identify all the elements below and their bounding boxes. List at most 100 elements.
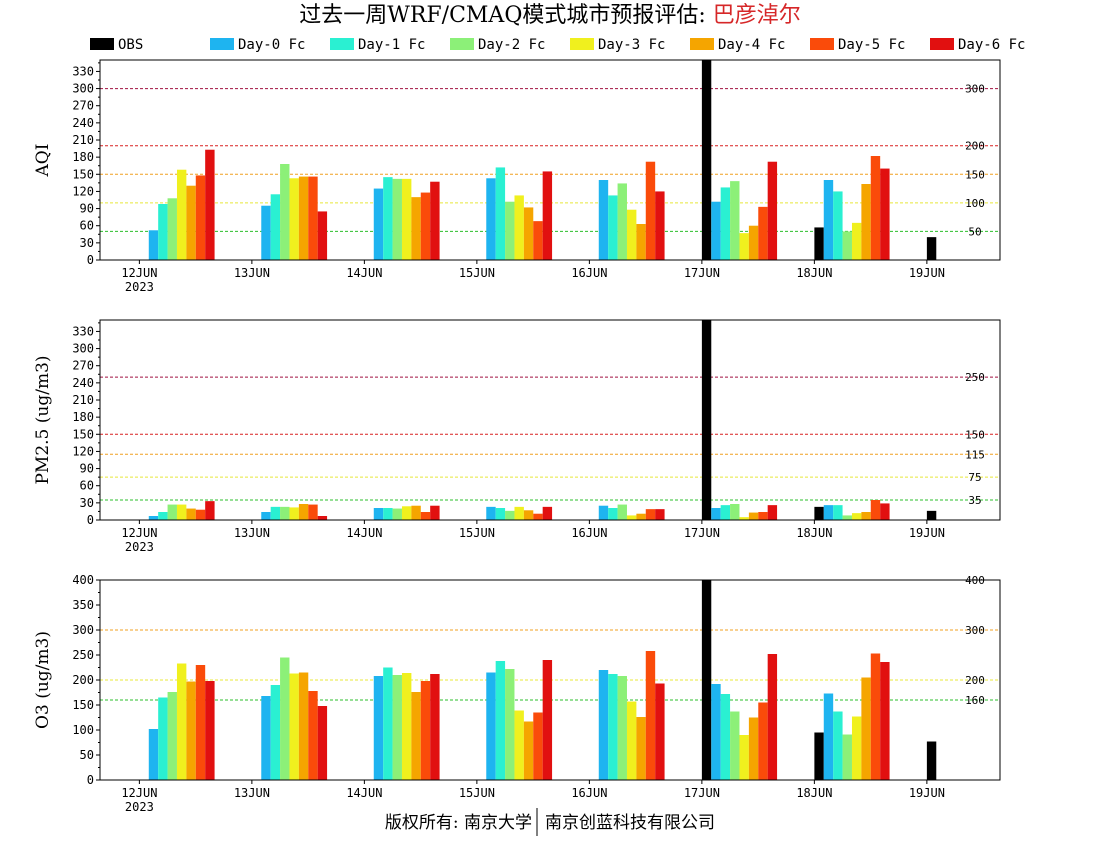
y-tick-label: 300 bbox=[72, 342, 94, 356]
bar-day-6-fc-18jun bbox=[880, 662, 890, 780]
y-tick-label: 210 bbox=[72, 393, 94, 407]
bar-day-2-fc-16jun bbox=[617, 504, 627, 520]
footer-copyright-left: 版权所有: 南京大学 bbox=[385, 813, 532, 833]
y-tick-label: 100 bbox=[72, 723, 94, 737]
bar-day-3-fc-12jun bbox=[176, 504, 187, 520]
y-tick-label: 270 bbox=[72, 99, 94, 113]
threshold-label-50: 50 bbox=[968, 225, 981, 238]
legend-label: OBS bbox=[118, 37, 143, 53]
x-tick-label: 18JUN bbox=[796, 526, 832, 540]
bar-day-2-fc-15jun bbox=[505, 510, 515, 520]
bar-day-2-fc-18jun bbox=[842, 515, 852, 520]
bar-day-5-fc-14jun bbox=[420, 192, 431, 260]
y-tick-label: 330 bbox=[72, 64, 94, 78]
chart-legend: OBS Day-0 Fc Day-1 Fc Day-2 Fc Day-3 Fc Day-4… bbox=[90, 37, 1025, 53]
bar-day-2-fc-18jun bbox=[842, 231, 852, 260]
bar-day-4-fc-15jun bbox=[523, 207, 534, 260]
y-tick-label: 60 bbox=[80, 219, 94, 233]
bar-day-1-fc-16jun bbox=[608, 195, 618, 260]
x-year-label: 2023 bbox=[125, 540, 154, 554]
y-tick-label: 240 bbox=[72, 376, 94, 390]
y-axis-label: O3 (ug/m3) bbox=[33, 631, 53, 729]
legend-swatch bbox=[930, 38, 954, 50]
bar-day-1-fc-17jun bbox=[720, 505, 731, 520]
y-tick-label: 400 bbox=[72, 573, 94, 587]
bar-day-0-fc-12jun bbox=[148, 230, 159, 260]
legend-label: Day-3 Fc bbox=[598, 37, 665, 53]
bar-day-3-fc-13jun bbox=[289, 507, 299, 520]
y-tick-label: 350 bbox=[72, 598, 94, 612]
y-tick-label: 250 bbox=[72, 648, 94, 662]
bar-day-6-fc-16jun bbox=[655, 683, 665, 780]
bar-day-6-fc-12jun bbox=[205, 501, 215, 520]
bar-day-5-fc-16jun bbox=[645, 161, 656, 260]
y-tick-label: 90 bbox=[80, 462, 94, 476]
x-tick-label: 17JUN bbox=[684, 786, 720, 800]
bar-day-5-fc-18jun bbox=[870, 156, 881, 260]
bar-day-4-fc-17jun bbox=[748, 717, 759, 780]
bar-day-0-fc-14jun bbox=[373, 508, 384, 520]
y-tick-label: 50 bbox=[80, 748, 94, 762]
bar-day-2-fc-16jun bbox=[617, 183, 627, 260]
legend-swatch bbox=[90, 38, 114, 50]
bar-day-4-fc-17jun bbox=[748, 225, 759, 260]
bar-day-3-fc-16jun bbox=[626, 209, 637, 260]
x-year-label: 2023 bbox=[125, 280, 154, 294]
bar-day-1-fc-16jun bbox=[608, 508, 618, 520]
bar-day-3-fc-12jun bbox=[176, 169, 187, 260]
x-tick-label: 19JUN bbox=[909, 266, 945, 280]
legend-label: Day-5 Fc bbox=[838, 37, 905, 53]
legend-label: Day-6 Fc bbox=[958, 37, 1025, 53]
bar-day-2-fc-12jun bbox=[167, 198, 177, 260]
bar-day-2-fc-13jun bbox=[280, 506, 290, 520]
y-tick-label: 90 bbox=[80, 202, 94, 216]
threshold-label-250: 250 bbox=[965, 371, 985, 384]
bar-day-3-fc-18jun bbox=[851, 716, 862, 780]
threshold-label-35: 35 bbox=[968, 494, 981, 507]
x-tick-label: 13JUN bbox=[234, 786, 270, 800]
threshold-label-150: 150 bbox=[965, 428, 985, 441]
bar-day-2-fc-12jun bbox=[167, 504, 177, 520]
y-tick-label: 0 bbox=[87, 253, 94, 267]
bar-day-1-fc-18jun bbox=[833, 505, 843, 520]
y-tick-label: 120 bbox=[72, 444, 94, 458]
bar-day-4-fc-14jun bbox=[411, 197, 421, 260]
bar-day-2-fc-17jun bbox=[730, 504, 740, 520]
x-tick-label: 19JUN bbox=[909, 526, 945, 540]
y-tick-label: 240 bbox=[72, 116, 94, 130]
legend-item-day-4-fc: Day-4 Fc bbox=[690, 37, 785, 53]
x-tick-label: 14JUN bbox=[346, 526, 382, 540]
x-tick-label: 18JUN bbox=[796, 786, 832, 800]
bar-day-5-fc-18jun bbox=[870, 653, 881, 780]
threshold-label-115: 115 bbox=[965, 448, 985, 461]
bar-day-2-fc-15jun bbox=[505, 201, 515, 260]
threshold-label-300: 300 bbox=[965, 83, 985, 96]
bar-day-0-fc-13jun bbox=[261, 696, 271, 780]
x-year-label: 2023 bbox=[125, 800, 154, 814]
bar-day-6-fc-14jun bbox=[430, 181, 440, 260]
threshold-label-300: 300 bbox=[965, 624, 985, 637]
y-tick-label: 180 bbox=[72, 150, 94, 164]
bar-day-2-fc-17jun bbox=[730, 181, 740, 260]
legend-item-day-6-fc: Day-6 Fc bbox=[930, 37, 1025, 53]
bar-day-1-fc-13jun bbox=[270, 506, 281, 520]
bar-obs-18jun bbox=[814, 732, 824, 780]
bar-day-6-fc-13jun bbox=[317, 516, 328, 520]
bar-day-4-fc-14jun bbox=[411, 692, 421, 780]
bar-day-1-fc-14jun bbox=[383, 508, 393, 520]
bar-day-3-fc-18jun bbox=[851, 513, 862, 520]
x-tick-label: 15JUN bbox=[459, 526, 495, 540]
bar-day-2-fc-14jun bbox=[392, 178, 402, 260]
bar-day-3-fc-13jun bbox=[289, 178, 299, 260]
bar-day-3-fc-18jun bbox=[851, 222, 862, 260]
bar-day-5-fc-12jun bbox=[195, 509, 206, 520]
bar-day-3-fc-12jun bbox=[176, 663, 187, 780]
y-axis-label: AQI bbox=[33, 144, 53, 178]
bar-day-0-fc-18jun bbox=[823, 693, 834, 780]
bar-day-6-fc-18jun bbox=[880, 503, 890, 520]
bar-day-4-fc-17jun bbox=[748, 512, 759, 520]
bar-day-2-fc-14jun bbox=[392, 508, 402, 520]
legend-label: Day-1 Fc bbox=[358, 37, 425, 53]
